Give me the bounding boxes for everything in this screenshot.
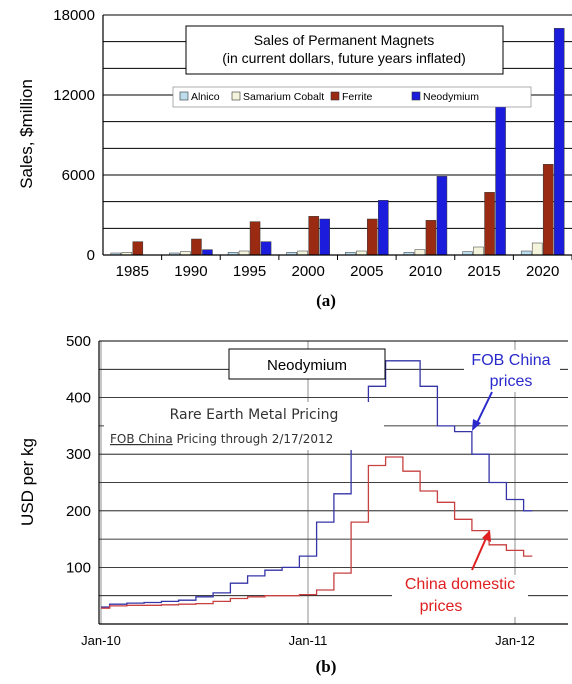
panel-a-y-tick-label: 6000 bbox=[62, 167, 95, 184]
domestic-label-line2: prices bbox=[420, 598, 463, 615]
bar-ferrite-2020 bbox=[542, 164, 554, 256]
panel-a-x-tick-label: 2020 bbox=[526, 263, 559, 280]
panel-b-x-tick-label: Jan-11 bbox=[289, 633, 328, 648]
bar-neodymium-1990 bbox=[202, 249, 213, 256]
panel-a-title-box: Sales of Permanent Magnets (in current d… bbox=[185, 25, 504, 75]
legend-swatch-samarium-cobalt bbox=[231, 91, 241, 101]
panel-a-x-tick-label: 2015 bbox=[467, 263, 500, 280]
bar-ferrite-1990 bbox=[191, 238, 202, 256]
panel-a-x-tick-label: 2000 bbox=[292, 263, 325, 280]
panel-a-caption: (a) bbox=[316, 291, 336, 310]
pricing-title-box: Rare Earth Metal Pricing FOB China Prici… bbox=[104, 402, 384, 450]
bar-neodymium-2000 bbox=[319, 218, 330, 256]
legend-swatch-alnico bbox=[179, 91, 189, 101]
bar-ferrite-2015 bbox=[484, 192, 495, 256]
panel-b-caption: (b) bbox=[316, 657, 337, 676]
pricing-subtitle: FOB China Pricing through 2/17/2012 bbox=[110, 432, 333, 446]
panel-a-x-tick-label: 2005 bbox=[350, 263, 383, 280]
bar-ferrite-2010 bbox=[425, 220, 437, 256]
panel-a-x-tick-label: 1990 bbox=[174, 263, 207, 280]
panel-b-line-chart: 100 200 300 400 500 Jan-10 Jan-11 Jan-12 USD p… bbox=[18, 333, 568, 676]
fob-label-line2: prices bbox=[490, 373, 533, 390]
panel-b-y-tick-label: 100 bbox=[66, 559, 91, 576]
domestic-annotation: China domestic prices bbox=[392, 530, 528, 617]
panel-a-title: Sales of Permanent Magnets bbox=[254, 32, 435, 48]
panel-a-x-tick-label: 1995 bbox=[233, 263, 266, 280]
legend-swatch-neodymium bbox=[411, 91, 421, 101]
panel-b-y-tick-label: 500 bbox=[66, 333, 91, 350]
neodymium-label: Neodymium bbox=[267, 357, 347, 374]
panel-a-bar-chart: 0 6000 12000 18000 1985 1990 1995 2000 2005 2010… bbox=[17, 7, 572, 310]
panel-b-x-tick-label: Jan-10 bbox=[81, 633, 121, 648]
bar-neodymium-2010 bbox=[436, 176, 448, 256]
fob-arrowhead bbox=[472, 419, 481, 431]
panel-a-legend: Alnico Samarium Cobalt Ferrite Neodymium bbox=[172, 86, 532, 108]
panel-b-y-tick-label: 400 bbox=[66, 390, 91, 407]
legend-label-samarium-cobalt: Samarium Cobalt bbox=[243, 91, 324, 103]
bar-neodymium-1995 bbox=[260, 241, 272, 256]
legend-swatch-ferrite bbox=[330, 91, 340, 101]
pricing-title: Rare Earth Metal Pricing bbox=[170, 407, 339, 423]
domestic-arrowhead bbox=[482, 530, 491, 542]
fob-label-line1: FOB China bbox=[471, 352, 550, 369]
panel-a-y-tick-label: 0 bbox=[87, 247, 95, 264]
panel-a-y-axis-label: Sales, $million bbox=[17, 79, 36, 189]
panel-a-y-tick-label: 18000 bbox=[53, 7, 95, 24]
bar-ferrite-2000 bbox=[308, 216, 319, 256]
panel-b-y-tick-label: 200 bbox=[66, 503, 91, 520]
panel-a-y-tick-label: 12000 bbox=[53, 87, 95, 104]
legend-label-neodymium: Neodymium bbox=[423, 91, 479, 103]
legend-label-alnico: Alnico bbox=[191, 91, 220, 103]
bar-ferrite-1995 bbox=[249, 221, 261, 256]
panel-b-y-tick-label: 300 bbox=[66, 446, 91, 463]
panel-a-subtitle: (in current dollars, future years inflat… bbox=[222, 50, 466, 66]
china-domestic-price-line bbox=[101, 456, 533, 609]
panel-a-x-tick-label: 2010 bbox=[409, 263, 442, 280]
bar-samarium-cobalt-2010 bbox=[414, 249, 426, 256]
fob-annotation: FOB China prices bbox=[464, 350, 560, 431]
domestic-label-line1: China domestic bbox=[405, 576, 515, 593]
legend-label-ferrite: Ferrite bbox=[342, 91, 372, 103]
bar-samarium-cobalt-2020 bbox=[531, 242, 543, 256]
bar-neodymium-2005 bbox=[378, 200, 389, 256]
panel-b-y-axis-label: USD per kg bbox=[18, 438, 37, 526]
fob-arrow bbox=[475, 391, 493, 426]
bar-ferrite-2005 bbox=[367, 218, 378, 256]
domestic-arrow bbox=[471, 535, 488, 571]
panel-b-x-tick-label: Jan-12 bbox=[495, 633, 535, 648]
panel-a-x-tick-label: 1985 bbox=[116, 263, 149, 280]
bar-neodymium-2020 bbox=[553, 28, 565, 256]
bar-ferrite-1985 bbox=[132, 241, 144, 256]
pricing-through-text: Pricing through 2/17/2012 bbox=[173, 432, 334, 446]
fob-china-price-line bbox=[101, 360, 533, 608]
fob-china-link[interactable]: FOB China bbox=[110, 432, 173, 446]
neodymium-label-box: Neodymium bbox=[228, 348, 386, 380]
bar-neodymium-2015 bbox=[495, 97, 506, 256]
bar-samarium-cobalt-2015 bbox=[473, 246, 484, 256]
